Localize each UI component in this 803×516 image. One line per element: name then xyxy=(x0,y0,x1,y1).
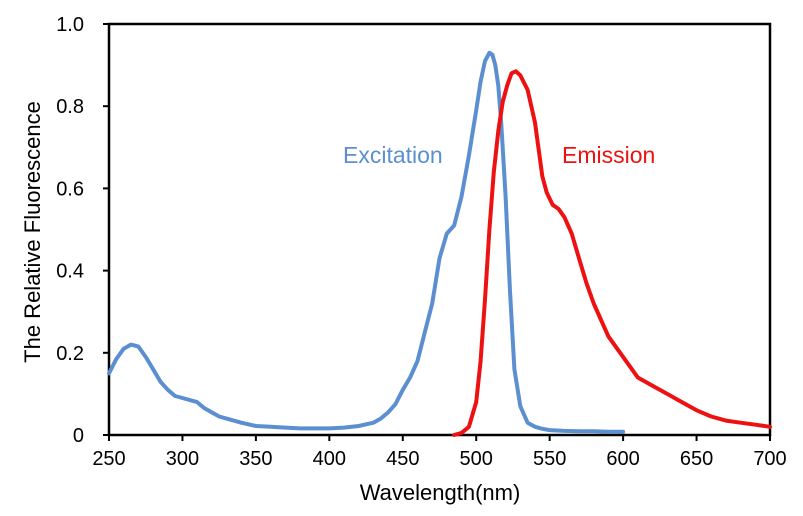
x-tick-labels: 250 300 350 400 450 500 550 600 650 700 xyxy=(92,448,786,470)
series-line-excitation xyxy=(107,50,626,434)
y-tick-labels: 0 0.2 0.4 0.6 0.8 1.0 xyxy=(56,14,84,447)
plot-frame xyxy=(107,22,772,437)
emission-label: Emission xyxy=(562,142,655,168)
y-tick-label: 1.0 xyxy=(56,14,84,36)
y-tick-label: 0.4 xyxy=(56,261,84,283)
x-tick-label: 450 xyxy=(386,448,419,470)
x-axis-title: Wavelength(nm) xyxy=(360,480,521,505)
x-tick-label: 550 xyxy=(533,448,566,470)
y-tick-label: 0.6 xyxy=(56,178,84,200)
y-axis-title: The Relative Fluorescence xyxy=(20,101,45,363)
y-tick-label: 0 xyxy=(73,425,84,447)
x-tick-label: 350 xyxy=(239,448,272,470)
x-tick-label: 600 xyxy=(606,448,639,470)
x-tick-label: 300 xyxy=(166,448,199,470)
x-tick-label: 500 xyxy=(460,448,493,470)
series-line-emission xyxy=(452,69,772,437)
x-tick-label: 400 xyxy=(313,448,346,470)
y-tick-label: 0.2 xyxy=(56,343,84,365)
x-tick-label: 250 xyxy=(92,448,125,470)
x-tick-label: 700 xyxy=(753,448,786,470)
excitation-label: Excitation xyxy=(343,142,443,168)
tick-marks xyxy=(103,23,771,441)
series-lines xyxy=(107,50,772,437)
y-tick-label: 0.8 xyxy=(56,96,84,118)
x-tick-label: 650 xyxy=(680,448,713,470)
